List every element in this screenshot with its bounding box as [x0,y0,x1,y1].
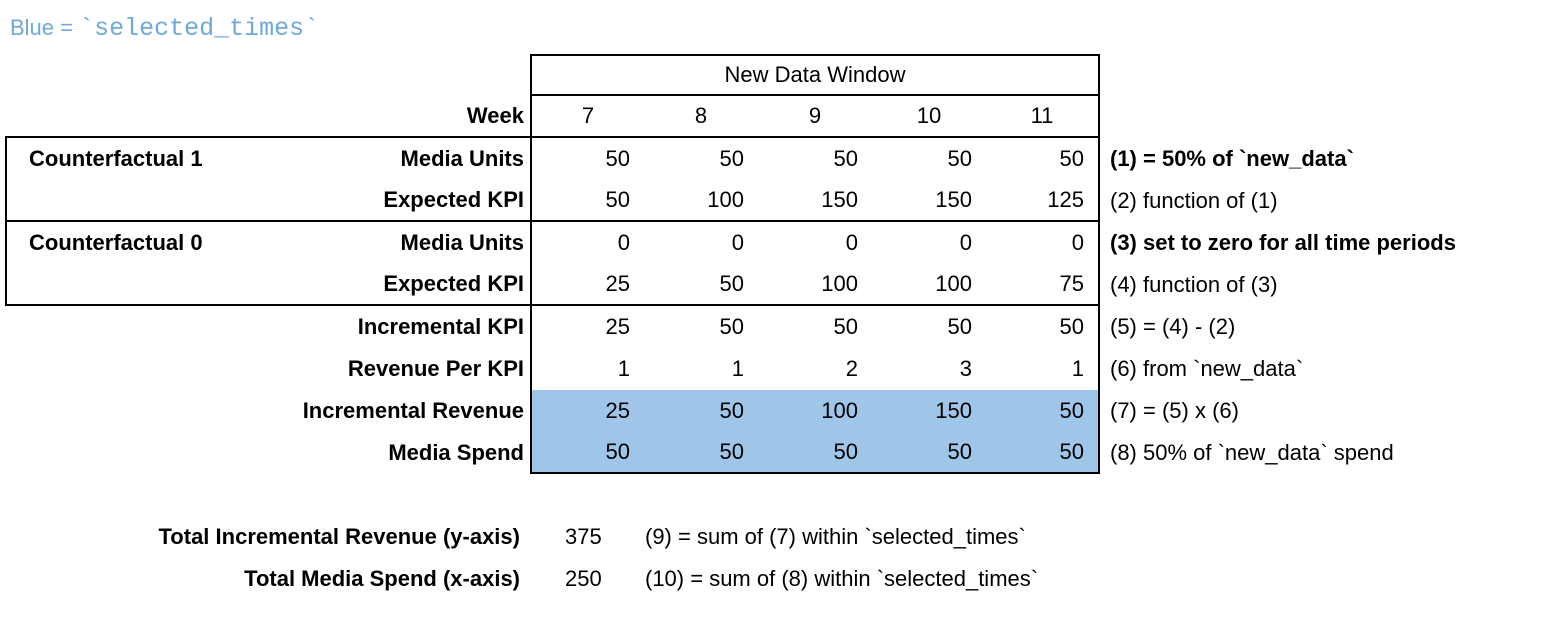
table-cell: 50 [530,138,644,180]
total-annotation: (9) = sum of (7) within `selected_times` [645,524,1026,549]
table-cell: 150 [758,180,872,222]
table-cell: 50 [719,314,744,339]
week-header-cell: 11 [986,96,1100,138]
label-cell: Counterfactual 0 Media Units [5,222,530,264]
row-annotation: (5) = (4) - (2) [1110,314,1236,339]
table-cell: 50 [644,264,758,306]
label-cell: Counterfactual 1 Media Units [5,138,530,180]
table-cell-highlighted: 50 [758,432,872,474]
table-cell: 0 [845,230,858,255]
table-cell-highlighted: 150 [872,390,986,432]
table-cell: 1 [731,356,744,381]
table-cell: 50 [530,180,644,222]
table-cell: 1 [986,348,1100,390]
total-incremental-revenue-label: Total Incremental Revenue (y-axis) [158,524,521,549]
table-cell: 0 [959,230,972,255]
row-annotation: (4) function of (3) [1110,272,1278,297]
table-cell: 3 [959,356,972,381]
total-media-spend-label: Total Media Spend (x-axis) [244,566,520,591]
group-label-counterfactual-1: Counterfactual 1 [29,146,203,171]
row-label-media-spend: Media Spend [388,440,524,465]
table-cell: 25 [530,306,644,348]
table-cell: 1 [530,348,644,390]
table-cell: 100 [872,264,986,306]
table-cell: 0 [731,230,744,255]
table-cell-highlighted: 50 [872,432,986,474]
annotation-spacer [1100,96,1456,138]
table-cell-highlighted: 25 [530,390,644,432]
table-cell: 50 [833,146,858,171]
table-cell: 150 [872,180,986,222]
table-cell-highlighted: 100 [758,390,872,432]
legend-code-text: `selected_times` [79,14,320,43]
row-label-expected-kpi-cf0: Expected KPI [5,264,530,306]
annotation-spacer [1100,54,1456,96]
row-annotation: (3) set to zero for all time periods [1110,230,1456,255]
row-label-incremental-revenue: Incremental Revenue [302,398,524,423]
total-incremental-revenue-value: 375 [565,524,602,549]
week-header-label: Week [5,96,530,138]
table-cell: 50 [947,314,972,339]
table-cell-highlighted: 50 [644,432,758,474]
table-cell-highlighted: 50 [644,390,758,432]
table-cell: 0 [986,222,1100,264]
week-header-cell: 7 [530,96,644,138]
row-label-media-units-cf1: Media Units [400,146,524,171]
table-cell: 50 [947,146,972,171]
row-annotation: (1) = 50% of `new_data` [1110,146,1354,171]
table-cell: 100 [758,264,872,306]
table-cell: 75 [986,264,1100,306]
row-annotation: (6) from `new_data` [1110,356,1304,381]
table-cell: 125 [986,180,1100,222]
table-cell: 50 [986,138,1100,180]
row-annotation: (2) function of (1) [1110,188,1278,213]
week-header-cell: 8 [644,96,758,138]
row-annotation: (8) 50% of `new_data` spend [1110,440,1394,465]
row-label-revenue-per-kpi: Revenue Per KPI [347,356,524,381]
week-header-cell: 10 [872,96,986,138]
week-header-cell: 9 [758,96,872,138]
group-label-counterfactual-0: Counterfactual 0 [29,230,203,255]
row-label-media-units-cf0: Media Units [400,230,524,255]
row-label-expected-kpi-cf1: Expected KPI [5,180,530,222]
total-annotation: (10) = sum of (8) within `selected_times… [645,566,1039,591]
table-cell: 25 [530,264,644,306]
total-media-spend-value: 250 [565,566,602,591]
corner-spacer [5,54,530,96]
window-header: New Data Window [530,54,1100,96]
table-cell-highlighted: 50 [986,432,1100,474]
row-annotation: (7) = (5) x (6) [1110,398,1239,423]
counterfactual-table: New Data Window Week 7 8 9 10 11 Counter… [5,54,1456,474]
table-cell-highlighted: 50 [986,390,1100,432]
row-label-incremental-kpi: Incremental KPI [357,314,524,339]
table-cell-highlighted: 50 [530,432,644,474]
legend-text: Blue = [10,15,80,40]
table-cell: 50 [719,146,744,171]
table-cell: 50 [833,314,858,339]
table-cell: 2 [845,356,858,381]
table-cell: 50 [986,306,1100,348]
table-cell: 100 [644,180,758,222]
legend: Blue = `selected_times` [10,14,319,43]
table-cell: 0 [530,222,644,264]
totals-section: Total Incremental Revenue (y-axis) 375 (… [5,516,1039,600]
